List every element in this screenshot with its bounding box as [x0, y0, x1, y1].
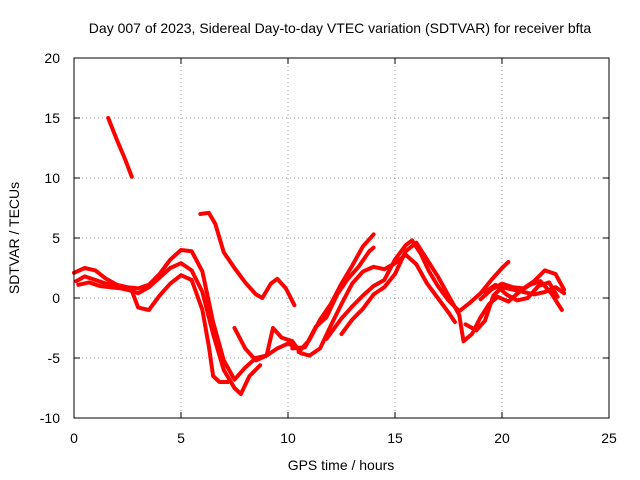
y-tick-label: 5	[52, 230, 60, 246]
y-tick-label: 10	[44, 170, 60, 186]
series-layer	[72, 116, 567, 396]
series-arc-8	[290, 245, 376, 351]
series-arc-3	[74, 261, 263, 396]
x-tick-label: 20	[494, 430, 510, 446]
y-tick-label: -10	[40, 410, 60, 426]
series-arc-9	[324, 238, 511, 341]
tick-layer: 0 5 10 15 20 25 -10 -5 0 5 10 15 20	[40, 50, 617, 446]
y-axis-label: SDTVAR / TECUs	[6, 182, 22, 294]
series-arc-11	[463, 285, 567, 333]
x-tick-label: 0	[70, 430, 78, 446]
y-tick-label: -5	[48, 350, 61, 366]
y-tick-label: 15	[44, 110, 60, 126]
grid-layer	[74, 58, 609, 418]
chart-title: Day 007 of 2023, Sidereal Day-to-day VTE…	[89, 20, 592, 36]
series-arc-4	[76, 273, 231, 384]
y-tick-label: 20	[44, 50, 60, 66]
x-tick-label: 10	[280, 430, 296, 446]
series-arc-13	[482, 280, 560, 303]
series-arc-6	[232, 252, 457, 363]
x-tick-label: 15	[387, 430, 403, 446]
y-tick-label: 0	[52, 290, 60, 306]
x-axis-label: GPS time / hours	[288, 457, 395, 473]
x-tick-label: 5	[177, 430, 185, 446]
series-arc-2	[72, 248, 301, 382]
x-tick-label: 25	[601, 430, 617, 446]
series-arc-1	[106, 116, 134, 179]
series-arc-5	[198, 210, 297, 308]
